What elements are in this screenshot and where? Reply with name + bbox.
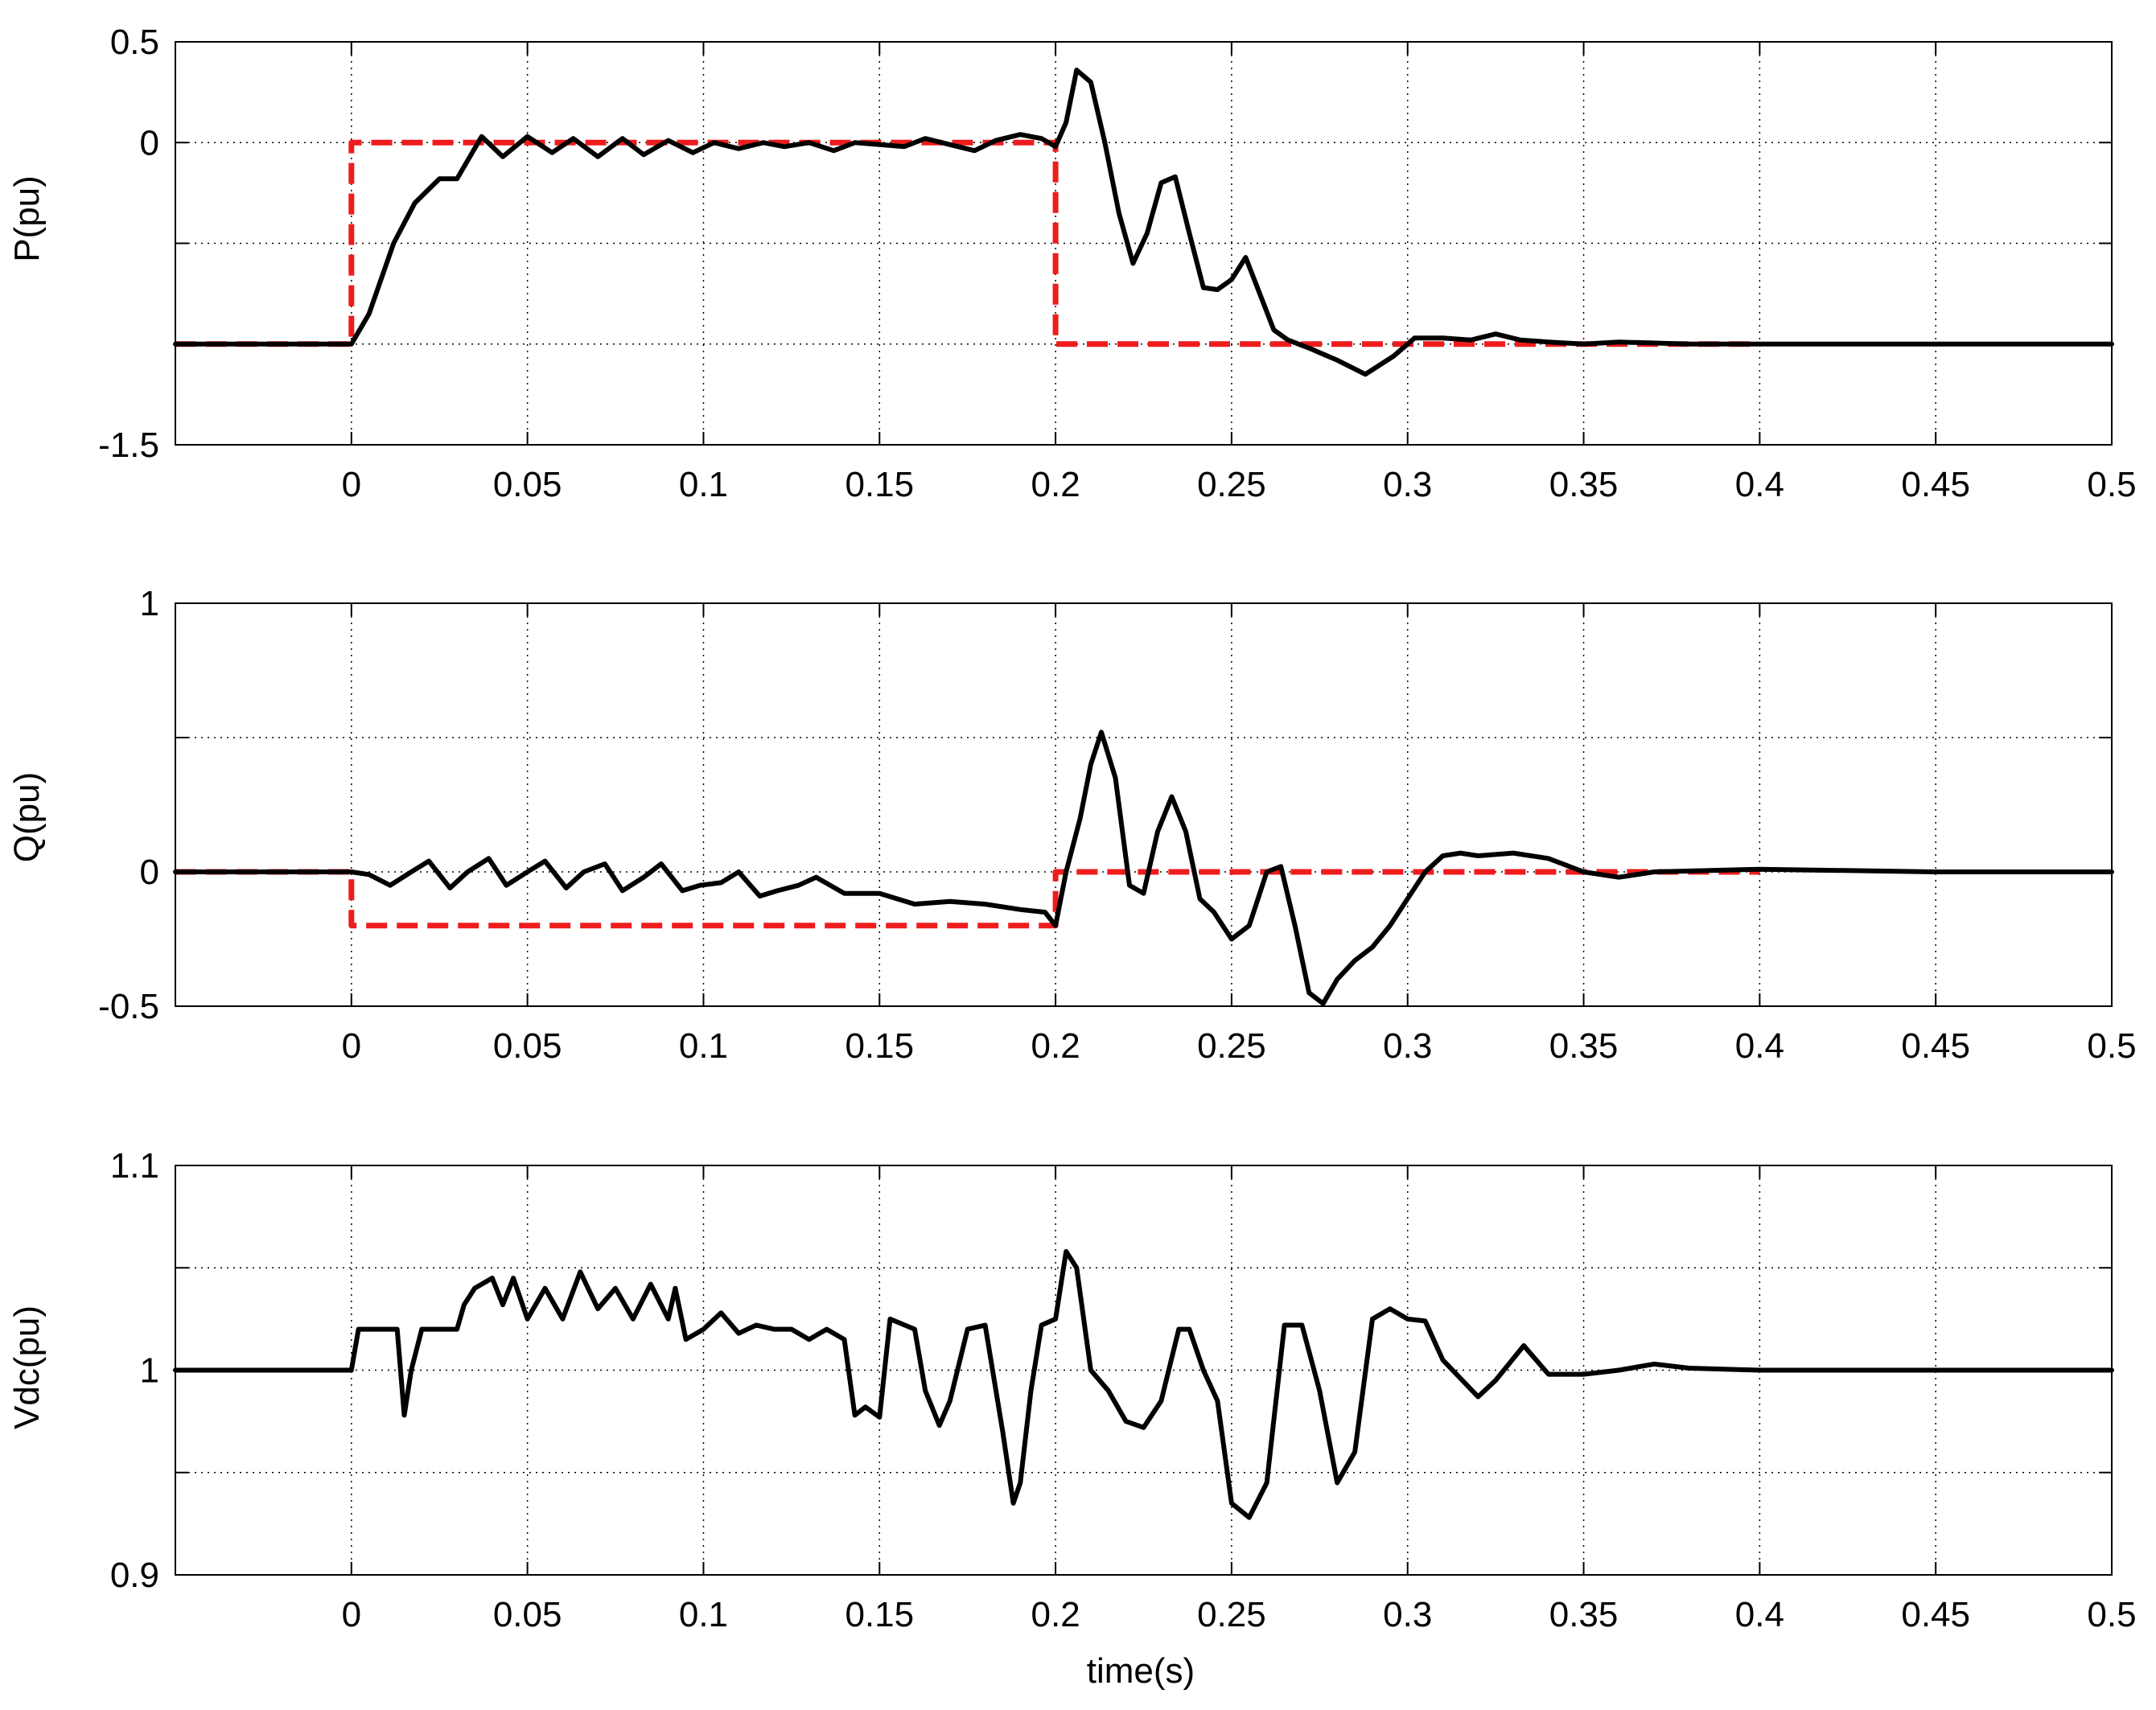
power-x-tick-label: 0.25 — [1197, 465, 1266, 504]
power-x-tick-label: 0.4 — [1735, 465, 1784, 504]
power-y-tick-label: 0 — [140, 123, 159, 162]
dc-voltage-y-tick-labels: 0.9 1 1.1 — [110, 1146, 159, 1595]
power-x-tick-label: 0.45 — [1901, 465, 1970, 504]
dc-voltage-x-tick-label: 0.35 — [1549, 1595, 1619, 1634]
dc-voltage-y-axis-label: Vdc(pu) — [7, 1305, 47, 1429]
power-axes-frame — [175, 41, 2113, 446]
dc-voltage-x-tick-label: 0 — [342, 1595, 361, 1634]
reactive-power-x-tick-label: 0.2 — [1031, 1026, 1080, 1066]
reactive-power-y-tick-labels: -0.5 0 1 — [98, 584, 159, 1026]
dc-voltage-grid — [175, 1165, 2112, 1575]
reactive-power-x-tick-label: 0.3 — [1383, 1026, 1432, 1066]
reactive-power-subplot: 0 0.05 0.1 0.15 0.2 0.25 0.3 0.35 0.4 0.45 0.5 -0.… — [7, 584, 2137, 1066]
dc-voltage-x-tick-labels: 0 0.05 0.1 0.15 0.2 0.25 0.3 0.35 0.4 0.45 0.5 — [342, 1595, 2137, 1634]
reactive-power-x-tick-label: 0.15 — [845, 1026, 914, 1066]
reactive-power-x-tick-label: 0.45 — [1901, 1026, 1970, 1066]
power-x-tick-label: 0.35 — [1549, 465, 1619, 504]
dc-voltage-x-tick-label: 0.15 — [845, 1595, 914, 1634]
dc-voltage-x-tick-label: 0.5 — [2087, 1595, 2136, 1634]
power-y-axis-label: P(pu) — [7, 175, 47, 262]
reactive-power-measured-line — [173, 730, 2114, 1006]
dc-voltage-x-tick-label: 0.3 — [1383, 1595, 1432, 1634]
dc-voltage-x-tick-label: 0.2 — [1031, 1595, 1080, 1634]
dc-voltage-x-tick-label: 0.05 — [493, 1595, 562, 1634]
reactive-power-x-tick-label: 0.4 — [1735, 1026, 1784, 1066]
reactive-power-x-tick-label: 0.5 — [2087, 1026, 2136, 1066]
power-x-tick-label: 0 — [342, 465, 361, 504]
power-y-tick-label: -1.5 — [98, 425, 159, 465]
power-x-tick-label: 0.2 — [1031, 465, 1080, 504]
dc-voltage-measured-line — [173, 1248, 2114, 1520]
dc-voltage-axes-frame — [175, 1165, 2113, 1576]
dc-voltage-y-tick-label: 0.9 — [110, 1556, 159, 1595]
power-x-tick-label: 0.15 — [845, 465, 914, 504]
power-x-tick-label: 0.3 — [1383, 465, 1432, 504]
reactive-power-x-tick-label: 0 — [342, 1026, 361, 1066]
dc-voltage-x-tick-label: 0.1 — [679, 1595, 728, 1634]
reactive-power-reference-series — [175, 869, 1760, 929]
time-x-axis-label: time(s) — [1087, 1651, 1195, 1691]
reactive-power-x-tick-labels: 0 0.05 0.1 0.15 0.2 0.25 0.3 0.35 0.4 0.45 0.5 — [342, 1026, 2137, 1066]
power-x-tick-labels: 0 0.05 0.1 0.15 0.2 0.25 0.3 0.35 0.4 0.45 0.5 — [342, 465, 2137, 504]
dc-voltage-y-tick-label: 1.1 — [110, 1146, 159, 1186]
reactive-power-x-tick-label: 0.1 — [679, 1026, 728, 1066]
reactive-power-y-axis-label: Q(pu) — [7, 772, 47, 862]
reactive-power-y-tick-label: 0 — [140, 853, 159, 892]
reactive-power-axes-box — [175, 602, 2113, 1007]
power-x-tick-label: 0.5 — [2087, 465, 2136, 504]
reactive-power-reference-line — [175, 869, 1760, 929]
reactive-power-measured-series — [173, 730, 2114, 1006]
reactive-power-x-tick-label: 0.05 — [493, 1026, 562, 1066]
dc-voltage-y-tick-label: 1 — [140, 1351, 159, 1391]
reactive-power-y-tick-label: -0.5 — [98, 987, 159, 1026]
reactive-power-x-tick-label: 0.25 — [1197, 1026, 1266, 1066]
reactive-power-x-tick-label: 0.35 — [1549, 1026, 1619, 1066]
reactive-power-y-tick-label: 1 — [140, 584, 159, 623]
power-subplot: 0 0.05 0.1 0.15 0.2 0.25 0.3 0.35 0.4 0.45 0.5 -1.… — [7, 23, 2137, 504]
power-measured-line — [173, 68, 2114, 377]
reactive-power-axes-frame — [175, 602, 2113, 1007]
dc-voltage-x-tick-label: 0.25 — [1197, 1595, 1266, 1634]
power-x-tick-label: 0.05 — [493, 465, 562, 504]
power-x-tick-label: 0.1 — [679, 465, 728, 504]
dc-voltage-x-tick-label: 0.4 — [1735, 1595, 1784, 1634]
power-measured-series — [173, 68, 2114, 377]
dc-voltage-measured-series — [173, 1248, 2114, 1520]
dc-voltage-x-tick-label: 0.45 — [1901, 1595, 1970, 1634]
power-y-tick-labels: -1.5 0 0.5 — [98, 23, 159, 465]
dc-voltage-subplot: 0 0.05 0.1 0.15 0.2 0.25 0.3 0.35 0.4 0.45 0.5 0.9… — [7, 1146, 2137, 1691]
power-y-tick-label: 0.5 — [110, 23, 159, 62]
